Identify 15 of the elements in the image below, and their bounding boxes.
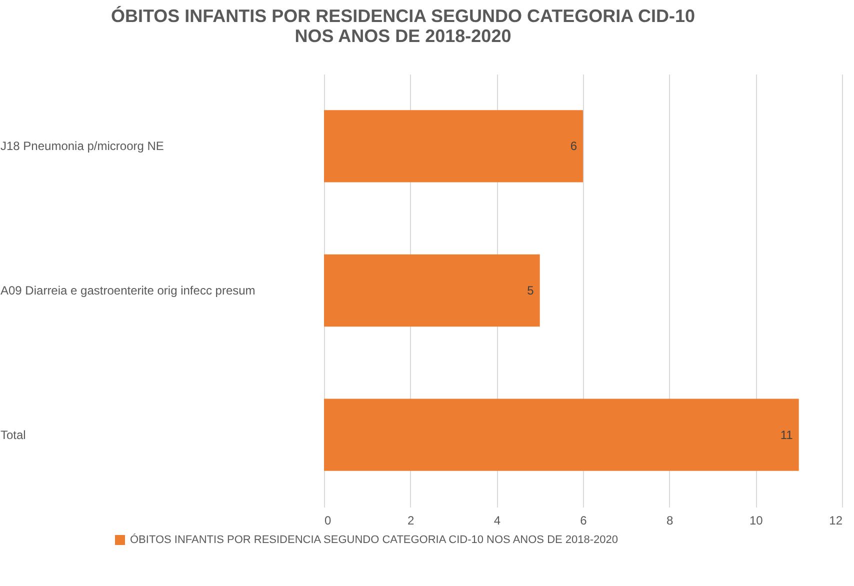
x-tick-label: 0 <box>324 514 332 528</box>
x-tick-label: 10 <box>749 514 764 528</box>
chart-title: ÓBITOS INFANTIS POR RESIDENCIA SEGUNDO CATEGORIA CID-10 NOS ANOS DE 2018-2020 <box>110 6 696 46</box>
x-tick-label: 4 <box>494 514 501 528</box>
x-tick-label: 8 <box>666 514 674 528</box>
x-tick-label: 12 <box>829 514 843 528</box>
x-tick-label: 6 <box>580 514 588 528</box>
data-label: 5 <box>527 284 534 298</box>
data-label: 11 <box>780 428 794 442</box>
y-tick-label: J18 Pneumonia p/microorg NE <box>0 139 164 154</box>
data-label: 6 <box>570 139 578 154</box>
x-tick-label: 2 <box>407 514 414 528</box>
y-tick-label: A09 Diarreia e gastroenterite orig infecc presum <box>0 284 256 298</box>
y-tick-label: Total <box>0 428 26 442</box>
legend-label: ÓBITOS INFANTIS POR RESIDENCIA SEGUNDO CATEGORIA CID-10 NOS ANOS DE 2018-2020 <box>130 533 618 546</box>
